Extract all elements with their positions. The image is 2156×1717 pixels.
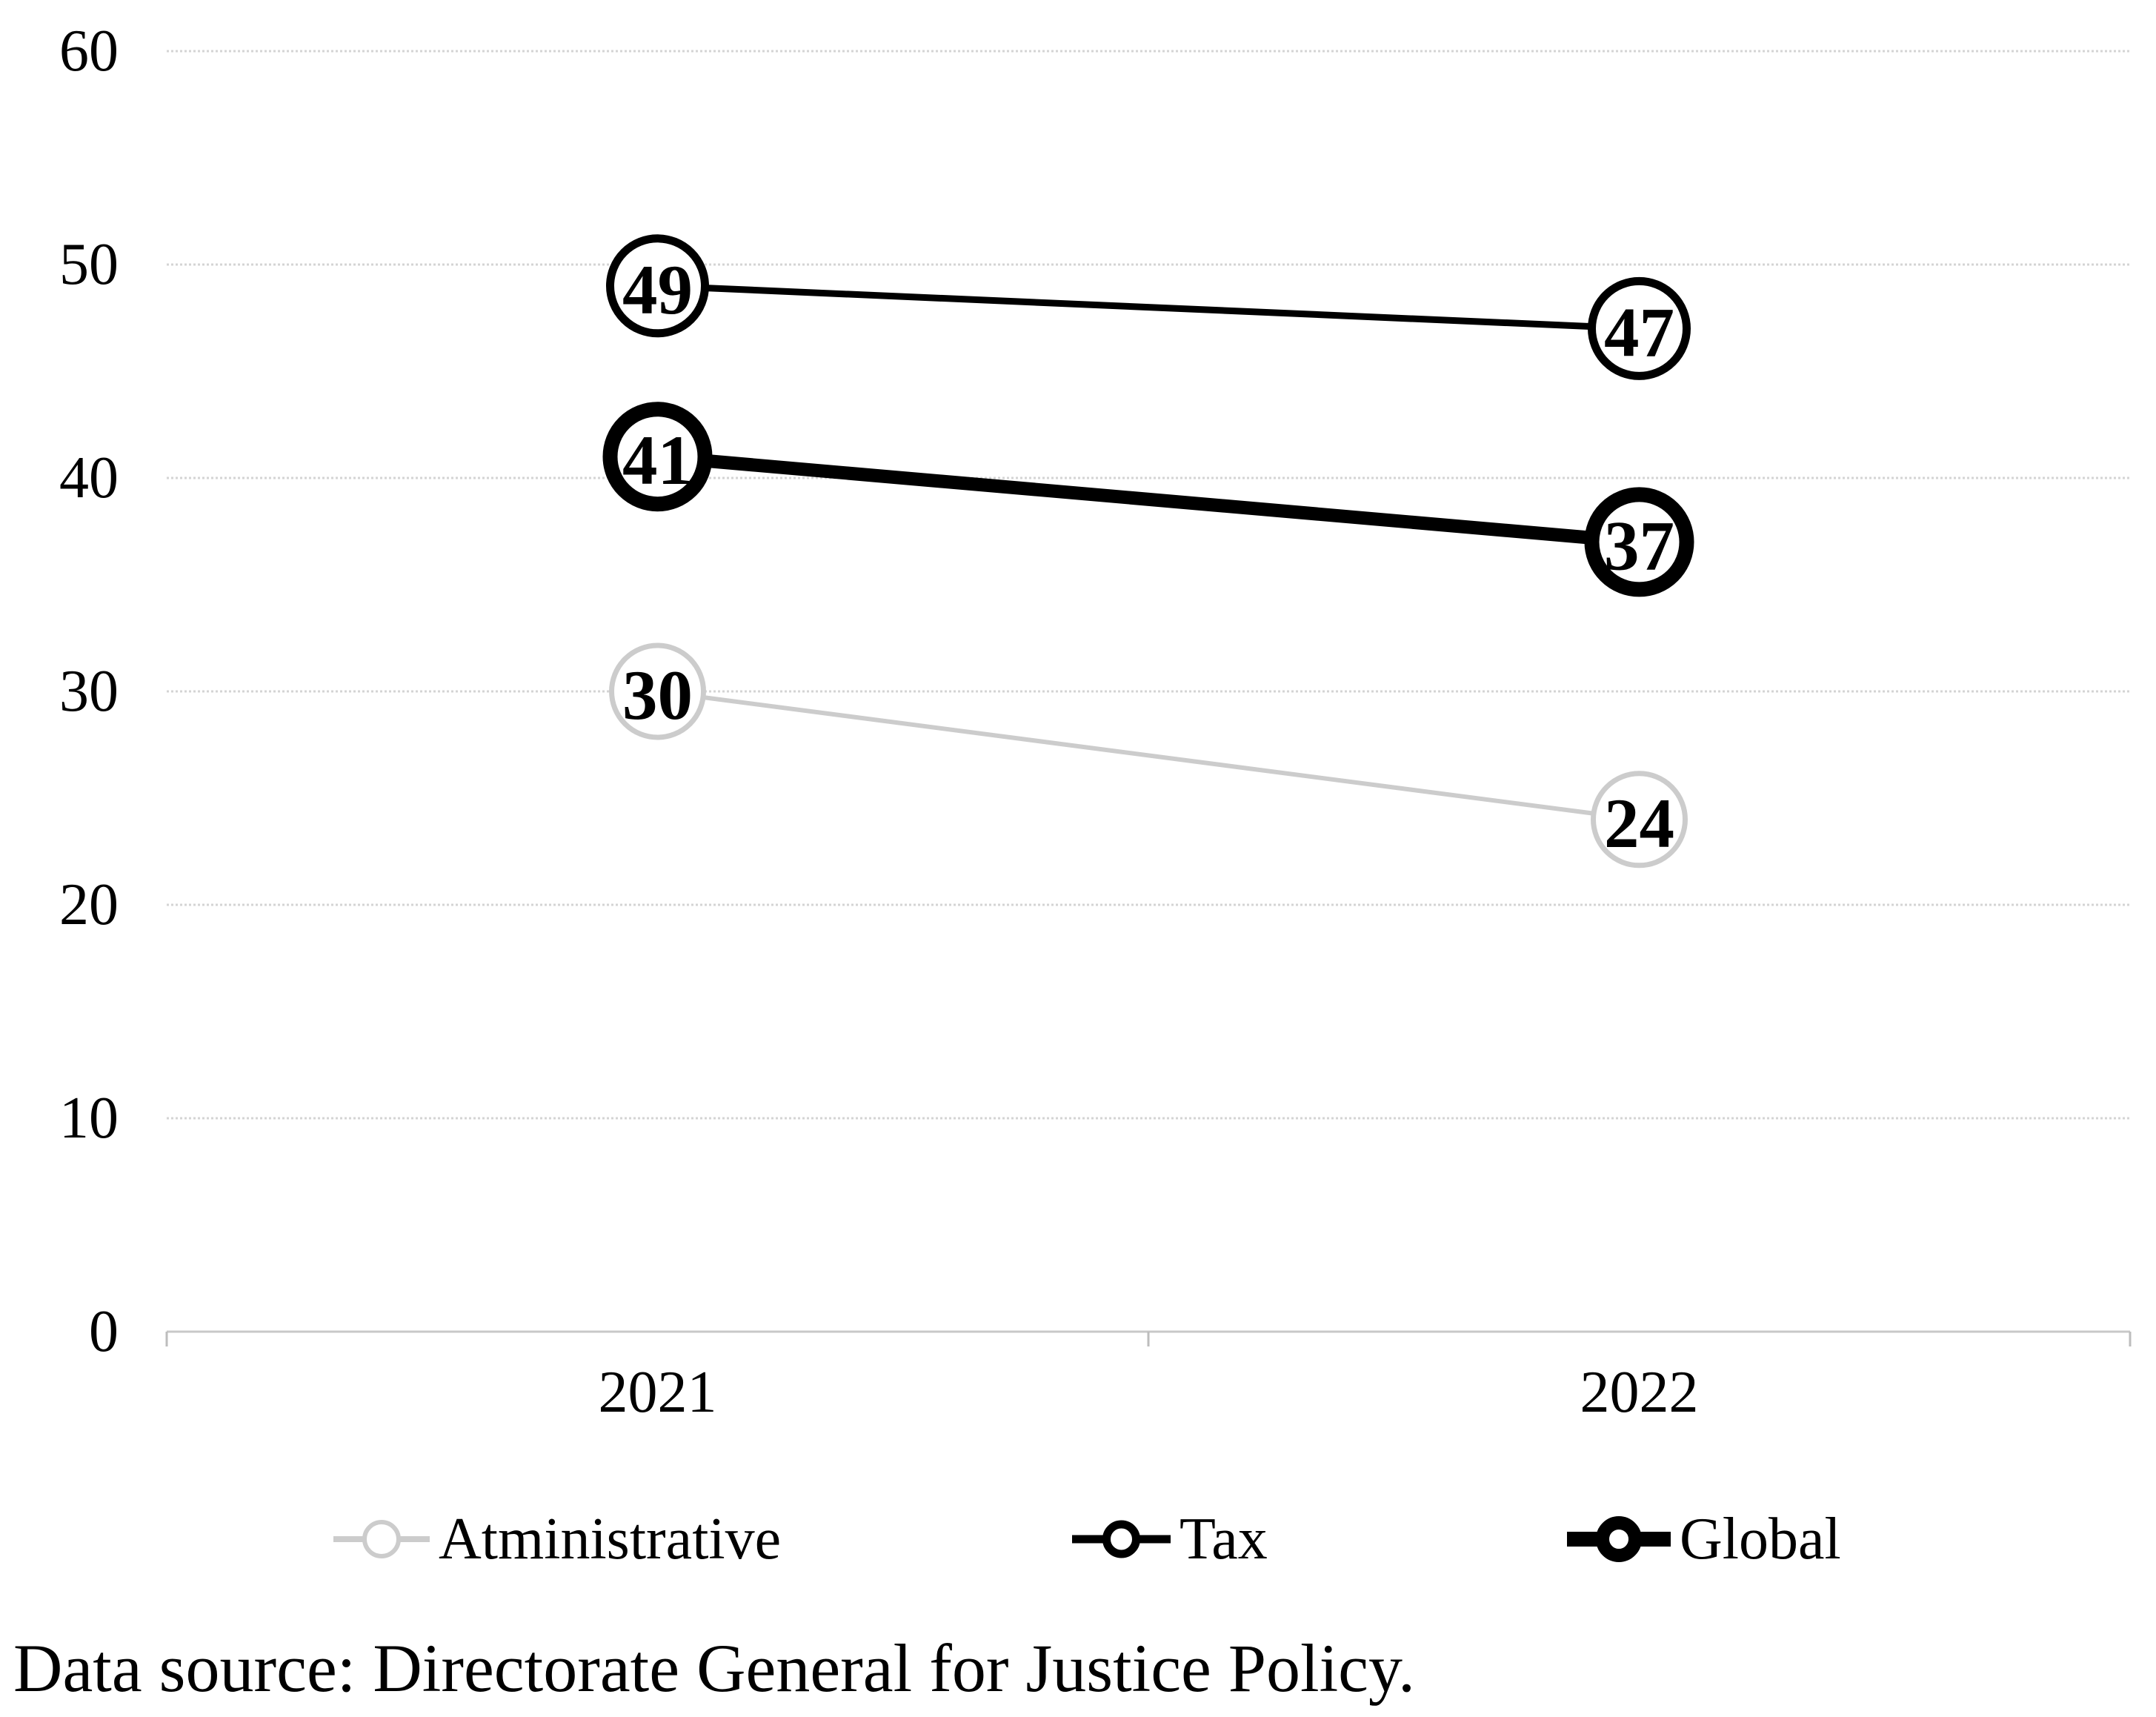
data-point-marker-tax-2022 — [1588, 276, 1691, 380]
y-tick-label: 0 — [89, 1299, 119, 1364]
y-tick-label: 30 — [59, 659, 119, 724]
y-tick-label: 10 — [59, 1086, 119, 1151]
data-point-label: 41 — [622, 421, 693, 499]
data-point-label: 49 — [622, 250, 693, 329]
legend-label-atministrative: Atministrative — [439, 1507, 781, 1572]
legend-item-global: Global — [1567, 1507, 1841, 1572]
data-point-marker-atministrative-2022 — [1591, 771, 1688, 869]
data-point-label: 47 — [1604, 293, 1674, 371]
data-point-marker-atministrative-2021 — [609, 642, 706, 740]
data-point-label: 24 — [1604, 784, 1674, 863]
legend-circle-marker — [362, 1520, 401, 1558]
legend-circle-marker — [1596, 1516, 1642, 1562]
data-point-label: 30 — [622, 656, 693, 734]
series-line-global — [656, 450, 1640, 549]
data-point-label: 37 — [1604, 506, 1674, 585]
data-point-marker-tax-2021 — [606, 234, 709, 338]
data-point-marker-global-2021 — [602, 402, 713, 512]
legend-item-atministrative: Atministrative — [333, 1507, 781, 1572]
y-tick-label: 40 — [59, 445, 119, 511]
legend-label-global: Global — [1680, 1507, 1841, 1572]
data-point-marker-global-2022 — [1584, 487, 1694, 597]
legend-label-tax: Tax — [1180, 1507, 1268, 1572]
y-tick-label: 20 — [59, 872, 119, 937]
x-tick-label-2021: 2021 — [599, 1360, 717, 1425]
y-tick-label: 60 — [59, 19, 119, 84]
source-note: Data source: Directorate General for Jus… — [13, 1630, 1416, 1706]
series-line-atministrative — [657, 689, 1640, 822]
y-tick-label: 50 — [59, 232, 119, 297]
series-line-tax — [657, 282, 1640, 332]
legend-item-tax: Tax — [1072, 1507, 1268, 1572]
legend-circle-marker — [1102, 1520, 1140, 1558]
line-chart: 0 10 20 30 40 50 60 2021 2022 30 24 49 47 41 37 Atminis… — [59, 19, 2132, 1572]
x-tick-label-2022: 2022 — [1580, 1360, 1699, 1425]
